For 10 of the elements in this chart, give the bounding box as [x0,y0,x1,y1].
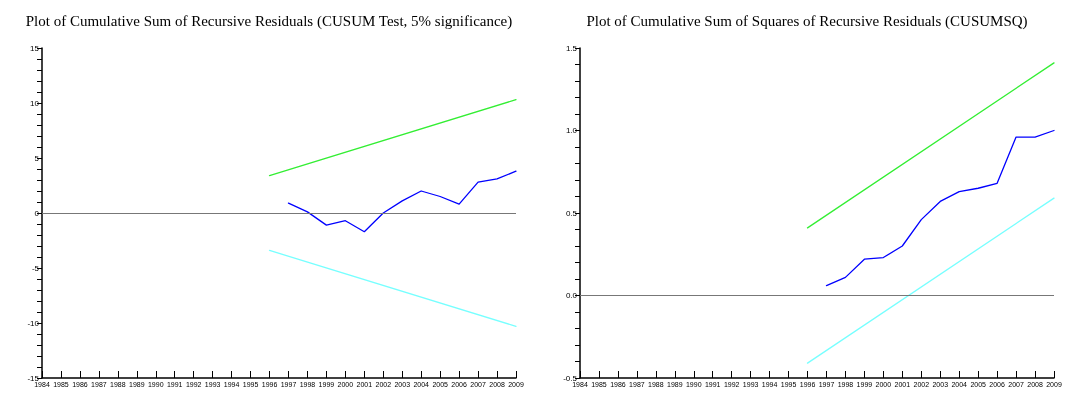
chart-title: Plot of Cumulative Sum of Recursive Residuals (CUSUM Test, 5% significance) [25,13,513,30]
chart-title: Plot of Cumulative Sum of Squares of Recursive Residuals (CUSUMSQ) [586,13,1028,30]
y-tick-label: -0.5 [563,373,578,383]
y-tick-label: 0.5 [565,208,578,218]
y-tick-label: -15 [27,373,40,383]
line-series [825,129,1055,287]
y-tick-label: 15 [30,43,40,53]
line-series [287,170,517,233]
y-tick-label: 1.5 [565,43,578,53]
y-tick-label: 0.0 [565,291,578,300]
